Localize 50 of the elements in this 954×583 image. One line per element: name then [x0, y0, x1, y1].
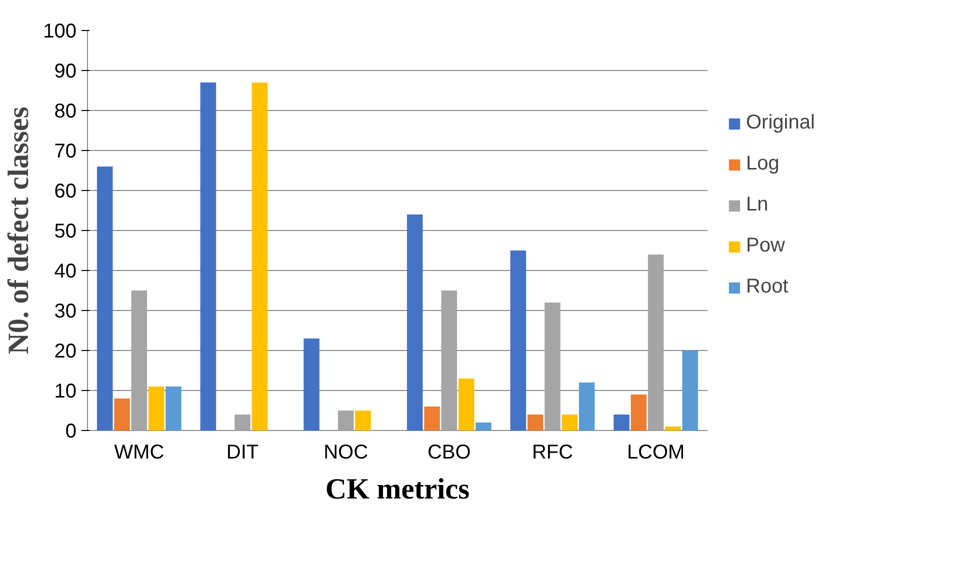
y-tick-label: 30 [54, 300, 77, 322]
y-tick-label: 10 [54, 380, 77, 402]
bar [578, 382, 595, 430]
bar [131, 290, 148, 430]
bar [458, 378, 474, 430]
y-tick-label: 70 [54, 140, 77, 162]
bar [648, 254, 664, 430]
bar [114, 398, 130, 430]
legend-label: Log [746, 152, 780, 176]
bar [630, 394, 647, 430]
y-tick-label: 20 [54, 340, 77, 362]
bar [338, 410, 354, 430]
x-tick-label: WMC [114, 442, 164, 464]
bar [148, 386, 164, 430]
bar [406, 214, 423, 430]
bar [441, 290, 458, 430]
y-tick-label: 0 [65, 420, 76, 442]
x-tick-label: RFC [532, 442, 574, 464]
bar [424, 406, 440, 430]
bar [166, 386, 182, 430]
y-tick-label: 60 [54, 180, 77, 202]
bar [510, 250, 526, 430]
y-tick-label: 50 [54, 220, 77, 242]
y-tick-label: 90 [54, 60, 77, 82]
x-axis-title: CK metrics [325, 474, 470, 506]
bar [665, 426, 681, 430]
bar [355, 410, 371, 430]
y-tick-label: 80 [54, 100, 77, 122]
x-tick-label: NOC [324, 442, 368, 464]
bar [527, 414, 544, 430]
y-axis-title: N0. of defect classes [3, 106, 36, 354]
x-tick-label: LCOM [626, 442, 685, 464]
bar [544, 302, 560, 430]
bar [234, 414, 250, 430]
y-tick-label: 100 [43, 20, 77, 42]
bar [200, 82, 216, 430]
bar [252, 82, 268, 430]
x-tick-label: CBO [427, 442, 471, 464]
bar [682, 350, 698, 430]
legend-label: Ln [746, 194, 768, 216]
bar [562, 414, 578, 430]
legend-label: Root [746, 276, 788, 298]
bar [614, 414, 630, 430]
y-tick-label: 40 [54, 260, 77, 282]
bar [96, 166, 113, 430]
legend-label: Original [746, 112, 815, 134]
x-tick-label: DIT [226, 442, 259, 464]
legend-label: Pow [746, 234, 785, 258]
bar [476, 422, 492, 430]
bar [304, 338, 320, 430]
